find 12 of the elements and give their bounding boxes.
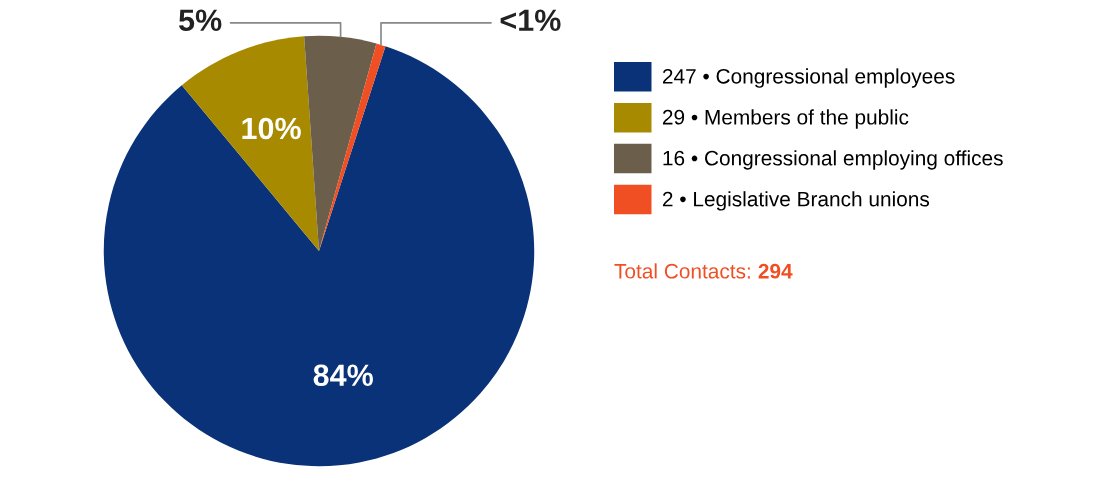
legend-label: 16 • Congressional employing offices [663, 150, 1003, 170]
pie-slice [304, 35, 377, 251]
data-label: 10% [242, 117, 301, 140]
data-label: <1% [500, 9, 561, 31]
legend-label: 29 • Members of the public [662, 109, 909, 129]
data-label: 84% [313, 364, 373, 387]
legend-label: 2 • Legislative Branch unions [662, 191, 930, 211]
pie-slice [181, 36, 319, 251]
text: Total Contacts: 294 [614, 263, 793, 279]
legend-label: 247 • Congressional employees [662, 68, 955, 88]
data-label: 5% [179, 9, 222, 32]
pie-slice [103, 46, 535, 467]
